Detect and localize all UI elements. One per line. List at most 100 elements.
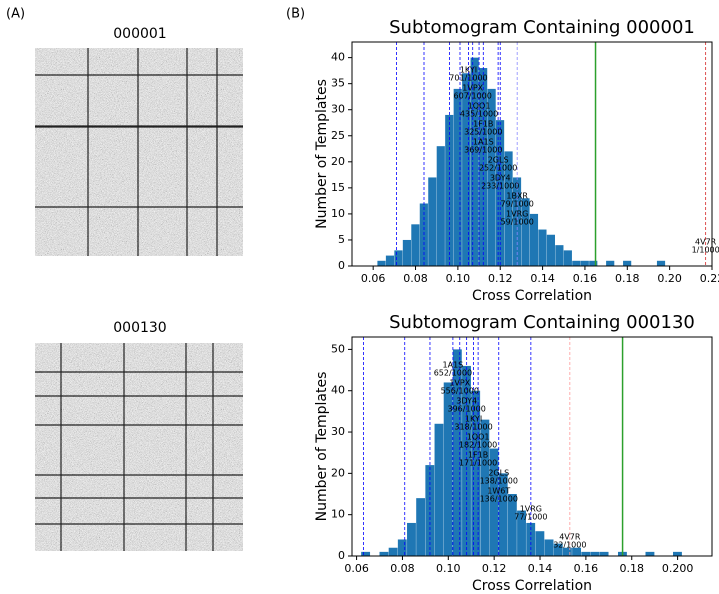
- annotation-label: 1A1S: [473, 138, 494, 147]
- bar: [434, 423, 444, 556]
- panel-label: (B): [286, 7, 305, 22]
- annotation-rank: 171/1000: [459, 459, 497, 468]
- y-tick-label: 25: [331, 129, 345, 142]
- bar: [581, 551, 591, 556]
- bar: [489, 448, 499, 556]
- y-tick-label: 40: [331, 384, 345, 397]
- annotation-rank: 607/1000: [454, 92, 492, 101]
- annotation-label: 1VPX: [462, 84, 483, 93]
- bar: [623, 260, 632, 266]
- annotation-rank: 556/1000: [441, 387, 479, 396]
- annotation-label: 4V7R: [695, 238, 717, 247]
- bar: [377, 260, 386, 266]
- x-tick-label: 0.200: [662, 562, 694, 575]
- annotation-rank: 318/1000: [454, 423, 492, 432]
- bar: [517, 510, 526, 556]
- annotation-rank: 233/1000: [481, 182, 519, 191]
- y-tick-label: 5: [338, 233, 345, 246]
- y-tick-label: 0: [338, 549, 345, 562]
- bar: [656, 260, 666, 266]
- bar: [402, 239, 411, 266]
- annotation-label: 1VRG: [520, 505, 542, 514]
- image-title: 000001: [113, 26, 166, 42]
- y-tick-label: 10: [331, 207, 345, 220]
- annotation-label: 1KYI: [460, 66, 477, 75]
- x-tick-label: 0.18: [619, 562, 644, 575]
- bar: [521, 198, 530, 266]
- bar: [529, 213, 539, 266]
- x-tick-label: 0.12: [488, 272, 513, 285]
- annotation-rank: 325/1000: [464, 128, 502, 137]
- bar: [645, 551, 655, 556]
- bar: [572, 547, 581, 556]
- annotation-rank: 182/1000: [459, 441, 497, 450]
- bar: [507, 494, 517, 556]
- bar: [385, 255, 395, 266]
- panel-label: (A): [6, 7, 25, 22]
- bar: [546, 234, 555, 266]
- annotation-label: 1QO1: [467, 433, 490, 442]
- annotation-rank: 396/1000: [447, 405, 485, 414]
- bar: [538, 229, 547, 266]
- bar: [443, 382, 453, 556]
- chart-title: Subtomogram Containing 000001: [389, 17, 695, 38]
- annotation-label: 1KYI: [465, 415, 482, 424]
- annotation-label: 1F1B: [473, 120, 493, 129]
- annotation-label: 1VRG: [506, 210, 528, 219]
- bar: [425, 465, 435, 556]
- bar: [411, 224, 420, 266]
- annotation-rank: 77/1000: [514, 513, 547, 522]
- annotation-label: 1A1S: [443, 361, 464, 370]
- annotation-label: 2GLS: [488, 469, 509, 478]
- annotation-rank: 1/1000: [692, 246, 719, 255]
- bar: [562, 547, 572, 556]
- image: [35, 48, 243, 256]
- annotation-rank: 369/1000: [464, 146, 502, 155]
- bar: [470, 57, 479, 267]
- bar: [512, 177, 522, 266]
- bar: [388, 547, 398, 556]
- x-tick-label: 0.22: [700, 272, 719, 285]
- annotation-rank: 136/1000: [480, 495, 518, 504]
- annotation-label: 1W6T: [487, 487, 510, 496]
- x-tick-label: 0.16: [574, 562, 599, 575]
- bar: [590, 551, 600, 556]
- bar: [436, 146, 445, 266]
- y-tick-label: 0: [338, 259, 345, 272]
- annotation-label: 2GLS: [488, 156, 509, 165]
- plot-frame: [351, 41, 713, 267]
- y-axis-label: Number of Templates: [314, 79, 330, 229]
- annotation-rank: 252/1000: [479, 164, 517, 173]
- x-tick-label: 0.12: [482, 562, 507, 575]
- annotation-label: 4V7R: [559, 533, 581, 542]
- bar: [606, 260, 615, 266]
- y-tick-label: 35: [331, 77, 345, 90]
- bar: [416, 498, 426, 556]
- bar: [462, 73, 471, 266]
- image-title: 000130: [113, 320, 166, 336]
- bar: [535, 531, 545, 556]
- bar: [487, 88, 496, 266]
- bar: [462, 365, 471, 556]
- x-tick-label: 0.06: [344, 562, 369, 575]
- bar: [379, 551, 389, 556]
- annotation-rank: 32/1000: [553, 541, 586, 550]
- y-tick-label: 20: [331, 466, 345, 479]
- bar: [498, 473, 508, 556]
- annotation-rank: 138/1000: [480, 477, 518, 486]
- bar: [480, 419, 490, 556]
- bar: [599, 551, 609, 556]
- bar: [504, 151, 513, 266]
- bar: [452, 349, 462, 556]
- y-tick-label: 15: [331, 181, 345, 194]
- y-tick-label: 40: [331, 51, 345, 64]
- bar: [428, 177, 437, 266]
- x-axis-label: Cross Correlation: [472, 578, 592, 594]
- bar: [544, 539, 554, 556]
- x-tick-label: 0.10: [446, 272, 471, 285]
- annotation-rank: 59/1000: [501, 218, 534, 227]
- bar: [397, 539, 407, 556]
- annotation-rank: 652/1000: [434, 369, 472, 378]
- image: [35, 343, 243, 551]
